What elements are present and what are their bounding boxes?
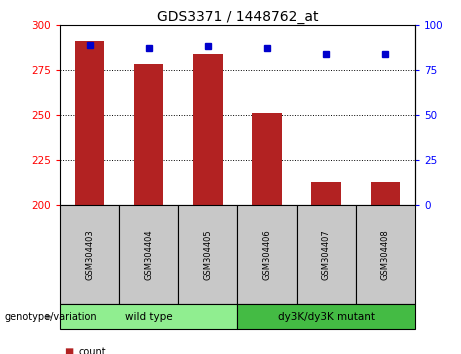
Text: GSM304408: GSM304408 xyxy=(381,229,390,280)
Bar xyxy=(178,205,237,304)
Text: GSM304405: GSM304405 xyxy=(203,229,213,280)
Text: dy3K/dy3K mutant: dy3K/dy3K mutant xyxy=(278,312,375,322)
Bar xyxy=(311,182,341,205)
Bar xyxy=(237,205,296,304)
Bar xyxy=(119,205,178,304)
Text: GSM304406: GSM304406 xyxy=(262,229,272,280)
Text: wild type: wild type xyxy=(125,312,172,322)
Text: GSM304407: GSM304407 xyxy=(322,229,331,280)
Text: count: count xyxy=(78,347,106,354)
Bar xyxy=(371,182,400,205)
Text: GSM304403: GSM304403 xyxy=(85,229,94,280)
Text: GSM304404: GSM304404 xyxy=(144,229,153,280)
Text: genotype/variation: genotype/variation xyxy=(5,312,97,322)
Title: GDS3371 / 1448762_at: GDS3371 / 1448762_at xyxy=(157,10,318,24)
Bar xyxy=(252,113,282,205)
Bar xyxy=(60,205,119,304)
Bar xyxy=(60,304,237,329)
Bar xyxy=(193,54,223,205)
Bar xyxy=(237,304,415,329)
Bar xyxy=(134,64,164,205)
Text: ■: ■ xyxy=(65,347,74,354)
Bar xyxy=(75,41,104,205)
Bar xyxy=(356,205,415,304)
Bar xyxy=(296,205,356,304)
